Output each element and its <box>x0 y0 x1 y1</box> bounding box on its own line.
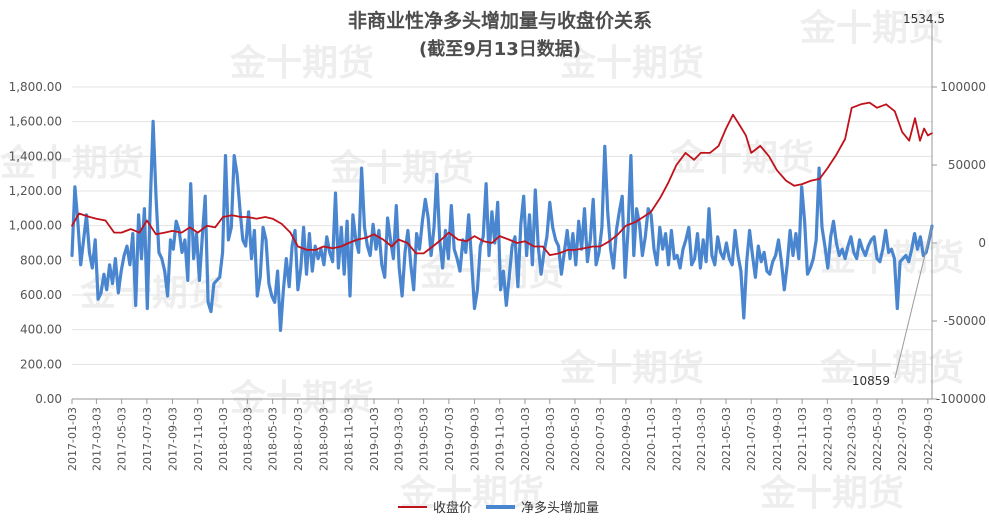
left-tick-label: 1,800.00 <box>9 80 62 94</box>
watermark: 金十期货 <box>0 142 144 184</box>
x-tick-label: 2019-01-03 <box>368 407 381 471</box>
legend-label-net: 净多头增加量 <box>521 500 599 516</box>
x-tick-label: 2022-09-03 <box>922 407 935 471</box>
x-tick-label: 2019-05-03 <box>418 407 431 471</box>
watermark: 金十期货 <box>229 377 374 419</box>
x-axis: 2017-01-03 2017-03-03 2017-05-03 2017-07-03… <box>66 398 935 471</box>
series-layer <box>70 101 934 332</box>
x-tick-label: 2020-11-03 <box>645 407 658 471</box>
x-tick-label: 2018-07-03 <box>292 407 305 471</box>
watermark: 金十期货 <box>559 42 704 84</box>
x-tick-label: 2019-07-03 <box>443 407 456 471</box>
watermark: 金十期货 <box>819 237 964 279</box>
x-tick-label: 2022-05-03 <box>871 407 884 471</box>
x-tick-label: 2018-09-03 <box>318 407 331 471</box>
series-line-close <box>71 101 933 256</box>
x-tick-label: 2022-01-03 <box>821 407 834 471</box>
x-tick-label: 2022-03-03 <box>846 407 859 471</box>
x-tick-label: 2021-03-03 <box>695 407 708 471</box>
chart-subtitle: (截至9月13日数据) <box>419 38 581 60</box>
x-tick-label: 2019-11-03 <box>494 407 507 471</box>
last-close-label: 1534.5 <box>903 12 945 26</box>
last-net-label: 10859 <box>852 374 890 388</box>
x-tick-label: 2021-05-03 <box>720 407 733 471</box>
legend: 收盘价 净多头增加量 <box>398 500 599 516</box>
right-tick-label: 100000 <box>940 80 986 94</box>
x-tick-label: 2018-01-03 <box>217 407 230 471</box>
leader-line-net <box>894 225 933 379</box>
left-tick-label: 0.00 <box>35 392 62 406</box>
left-tick-label: 800.00 <box>20 253 62 267</box>
x-tick-label: 2021-07-03 <box>745 407 758 471</box>
x-tick-label: 2020-05-03 <box>569 407 582 471</box>
watermark: 金十期货 <box>559 347 704 389</box>
x-tick-label: 2018-05-03 <box>267 407 280 471</box>
x-tick-label: 2020-07-03 <box>594 407 607 471</box>
x-tick-label: 2019-09-03 <box>468 407 481 471</box>
left-tick-label: 1,600.00 <box>9 115 62 129</box>
left-tick-label: 1,400.00 <box>9 149 62 163</box>
x-tick-label: 2017-11-03 <box>192 407 205 471</box>
watermark: 金十期货 <box>229 42 374 84</box>
right-tick-label: 50000 <box>948 158 986 172</box>
watermark: 金十期货 <box>329 147 474 189</box>
x-tick-label: 2020-01-03 <box>519 407 532 471</box>
x-tick-label: 2022-07-03 <box>896 407 909 471</box>
x-tick-label: 2020-09-03 <box>620 407 633 471</box>
x-tick-label: 2021-11-03 <box>796 407 809 471</box>
x-tick-label: 2019-03-03 <box>392 407 405 471</box>
x-tick-label: 2020-03-03 <box>544 407 557 471</box>
right-tick-label: -100000 <box>936 392 986 406</box>
legend-label-close: 收盘价 <box>433 500 472 516</box>
right-tick-label: 0 <box>978 236 986 250</box>
x-tick-label: 2017-01-03 <box>66 407 79 471</box>
x-tick-label: 2017-05-03 <box>116 407 129 471</box>
watermark: 金十期货 <box>819 347 964 389</box>
left-tick-label: 1,200.00 <box>9 184 62 198</box>
left-y-axis: 0.00 200.00 400.00 600.00 800.00 1,000.00 1,20… <box>9 80 62 406</box>
watermark: 金十期货 <box>799 7 944 49</box>
x-tick-label: 2021-01-03 <box>670 407 683 471</box>
left-tick-label: 200.00 <box>20 357 62 371</box>
left-tick-label: 400.00 <box>20 323 62 337</box>
x-tick-label: 2018-03-03 <box>241 407 254 471</box>
series-line-net <box>70 119 934 332</box>
left-tick-label: 1,000.00 <box>9 219 62 233</box>
watermark: 金十期货 <box>759 472 904 514</box>
x-tick-label: 2021-09-03 <box>771 407 784 471</box>
right-tick-label: -50000 <box>943 314 986 328</box>
left-tick-label: 600.00 <box>20 288 62 302</box>
annotations: 1534.5 10859 <box>852 12 945 388</box>
x-tick-label: 2018-11-03 <box>343 407 356 471</box>
x-tick-label: 2017-09-03 <box>167 407 180 471</box>
x-tick-label: 2017-07-03 <box>141 407 154 471</box>
x-tick-label: 2017-03-03 <box>90 407 103 471</box>
chart-title: 非商业性净多头增加量与收盘价关系 <box>348 9 652 32</box>
